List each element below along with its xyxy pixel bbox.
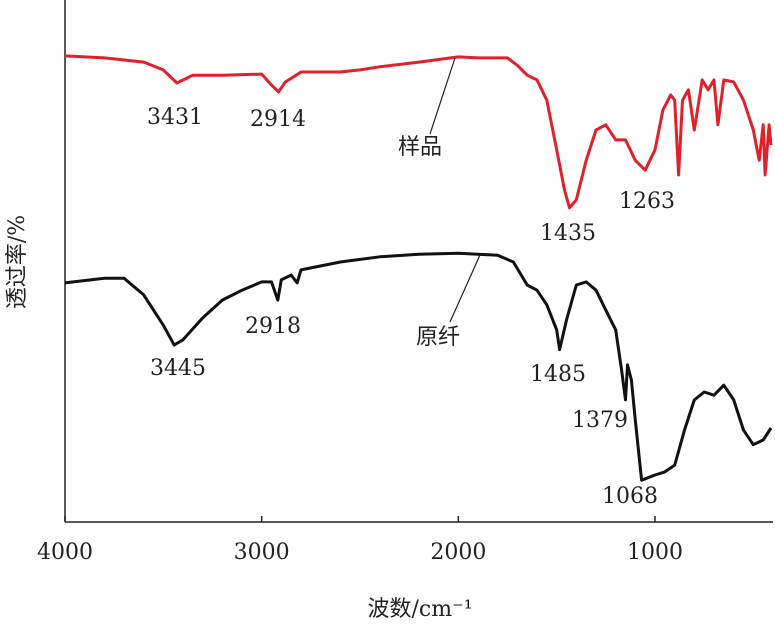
y-axis-label: 透过率/% <box>5 215 30 309</box>
x-tick-label: 3000 <box>234 540 290 565</box>
peak-label: 1379 <box>572 408 628 433</box>
spectrum-line <box>64 54 773 210</box>
peak-label: 3445 <box>150 356 206 381</box>
peak-label: 1068 <box>602 484 658 509</box>
spectrum-line <box>64 251 773 482</box>
peak-label: 2914 <box>250 107 306 132</box>
peak-label: 3431 <box>147 105 203 130</box>
series-label: 原纤 <box>416 325 460 350</box>
x-axis-label: 波数/cm⁻¹ <box>367 597 472 622</box>
leader-line <box>449 254 481 323</box>
peak-label: 1485 <box>530 362 586 387</box>
leader-line <box>429 57 456 135</box>
series-label: 样品 <box>398 135 442 160</box>
x-tick-label: 1000 <box>627 540 683 565</box>
peak-label: 2918 <box>245 314 301 339</box>
peak-label: 1263 <box>619 189 675 214</box>
x-tick-label: 2000 <box>430 540 486 565</box>
x-tick-label: 4000 <box>37 540 93 565</box>
peak-label: 1435 <box>540 221 596 246</box>
